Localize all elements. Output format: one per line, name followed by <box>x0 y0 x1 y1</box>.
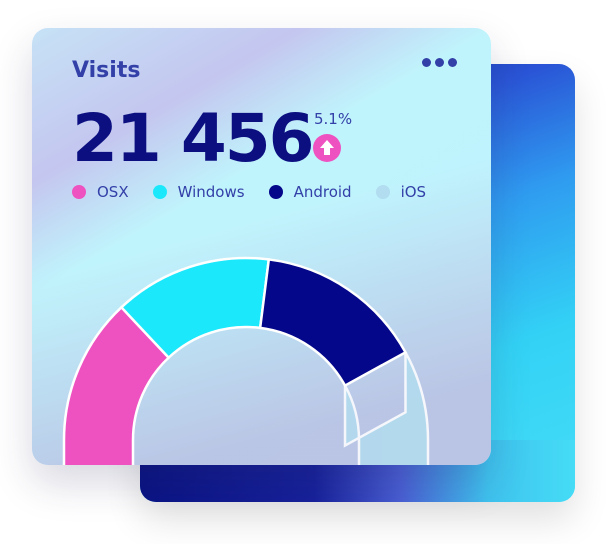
legend-swatch <box>375 185 390 199</box>
legend-swatch <box>72 185 86 199</box>
total-visits: 21 456 <box>72 100 315 177</box>
legend-swatch <box>152 185 167 199</box>
legend-label: Android <box>293 183 352 201</box>
legend-swatch <box>268 185 283 199</box>
more-horizontal-icon <box>422 58 431 67</box>
legend-item-ios: iOS <box>375 183 427 201</box>
legend-item-android: Android <box>268 183 352 201</box>
change-percent: 5.1% <box>314 110 353 128</box>
more-dot <box>435 58 444 67</box>
more-dot <box>448 58 457 67</box>
chart-legend: OSX Windows Android iOS <box>72 183 426 201</box>
card-title: Visits <box>72 58 141 83</box>
legend-label: Windows <box>177 183 245 201</box>
legend-item-osx: OSX <box>72 183 129 201</box>
half-donut-chart <box>62 256 430 465</box>
visits-card: Visits 21 456 5.1% OSX Windows Android iOS <box>32 28 491 465</box>
legend-label: OSX <box>97 183 129 201</box>
arrow-up-circle-icon <box>313 134 341 162</box>
more-options-button[interactable] <box>422 58 457 67</box>
legend-label: iOS <box>400 183 427 201</box>
legend-item-windows: Windows <box>152 183 245 201</box>
gauge-segment-ios <box>343 351 430 465</box>
gauge-segment-android <box>258 258 408 388</box>
